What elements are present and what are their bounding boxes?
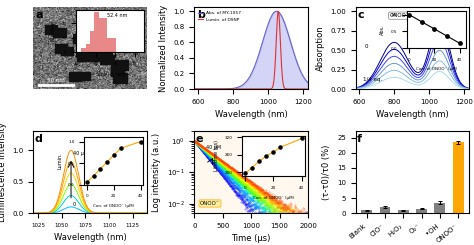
Abs. of MY-1057 xyxy=(270,13,275,16)
Lumin. of DSNP xyxy=(275,10,281,13)
Polygon shape xyxy=(53,28,65,37)
Polygon shape xyxy=(79,72,90,80)
Polygon shape xyxy=(96,46,112,58)
Polygon shape xyxy=(111,67,124,76)
Polygon shape xyxy=(77,50,92,61)
Lumin. of DSNP xyxy=(242,87,247,90)
X-axis label: Wavelength (nm): Wavelength (nm) xyxy=(54,233,127,243)
Polygon shape xyxy=(91,52,104,61)
Text: 0: 0 xyxy=(73,202,76,207)
Polygon shape xyxy=(114,60,128,70)
Polygon shape xyxy=(61,47,73,55)
Lumin. of DSNP xyxy=(203,87,209,90)
Abs. of MY-1057 xyxy=(273,10,279,13)
Text: 1/4 eq.: 1/4 eq. xyxy=(363,77,382,82)
X-axis label: Time (μs): Time (μs) xyxy=(231,234,271,244)
Text: b: b xyxy=(197,10,205,20)
Text: 40 μM: 40 μM xyxy=(73,151,88,156)
X-axis label: Wavelength (nm): Wavelength (nm) xyxy=(376,110,449,119)
Text: ONOO⁻: ONOO⁻ xyxy=(200,201,220,206)
Bar xyxy=(398,210,409,213)
Y-axis label: (τ-τ0)/τ0 (%): (τ-τ0)/τ0 (%) xyxy=(322,145,331,200)
Text: a: a xyxy=(36,10,43,20)
Abs. of MY-1057 xyxy=(237,85,243,88)
Bar xyxy=(435,203,446,213)
Lumin. of DSNP xyxy=(237,87,243,90)
Y-axis label: Log intensity (a.u.): Log intensity (a.u.) xyxy=(153,133,162,212)
Bar xyxy=(416,208,427,213)
Y-axis label: Normalized Intensity: Normalized Intensity xyxy=(159,5,168,92)
Bar xyxy=(380,207,391,213)
Line: Abs. of MY-1057: Abs. of MY-1057 xyxy=(194,11,308,89)
Polygon shape xyxy=(100,55,114,64)
Abs. of MY-1057 xyxy=(203,87,209,90)
Bar xyxy=(361,210,372,213)
Text: 0: 0 xyxy=(211,160,215,165)
Line: Lumin. of DSNP: Lumin. of DSNP xyxy=(194,11,308,89)
Text: f: f xyxy=(357,134,362,144)
Text: c: c xyxy=(358,10,365,20)
Polygon shape xyxy=(73,34,86,43)
Lumin. of DSNP xyxy=(270,86,275,89)
Lumin. of DSNP xyxy=(191,87,197,90)
Text: 40 μM: 40 μM xyxy=(206,145,221,150)
Bar xyxy=(453,142,464,213)
Abs. of MY-1057 xyxy=(191,87,197,90)
Text: 0: 0 xyxy=(365,44,368,49)
Y-axis label: Absorption: Absorption xyxy=(316,25,325,71)
Lumin. of DSNP xyxy=(305,87,311,90)
Polygon shape xyxy=(45,25,57,34)
Lumin. of DSNP xyxy=(283,87,288,90)
Polygon shape xyxy=(69,73,81,81)
Lumin. of DSNP xyxy=(280,82,286,85)
Text: 50 nm: 50 nm xyxy=(47,78,65,84)
X-axis label: Wavelength (nm): Wavelength (nm) xyxy=(215,110,288,119)
Polygon shape xyxy=(99,32,111,41)
Abs. of MY-1057 xyxy=(280,18,286,21)
Polygon shape xyxy=(113,73,127,83)
Polygon shape xyxy=(96,12,110,21)
Text: e: e xyxy=(196,134,203,144)
Y-axis label: Luminescence intensity: Luminescence intensity xyxy=(0,122,7,222)
Abs. of MY-1057 xyxy=(305,81,311,84)
Legend: Abs. of MY-1057, Lumin. of DSNP: Abs. of MY-1057, Lumin. of DSNP xyxy=(197,10,243,24)
Text: ONOO⁻: ONOO⁻ xyxy=(390,13,410,18)
Polygon shape xyxy=(55,44,67,53)
Abs. of MY-1057 xyxy=(283,23,288,26)
Abs. of MY-1057 xyxy=(242,82,247,85)
Polygon shape xyxy=(111,62,124,71)
Polygon shape xyxy=(79,29,94,41)
Text: d: d xyxy=(34,134,42,144)
